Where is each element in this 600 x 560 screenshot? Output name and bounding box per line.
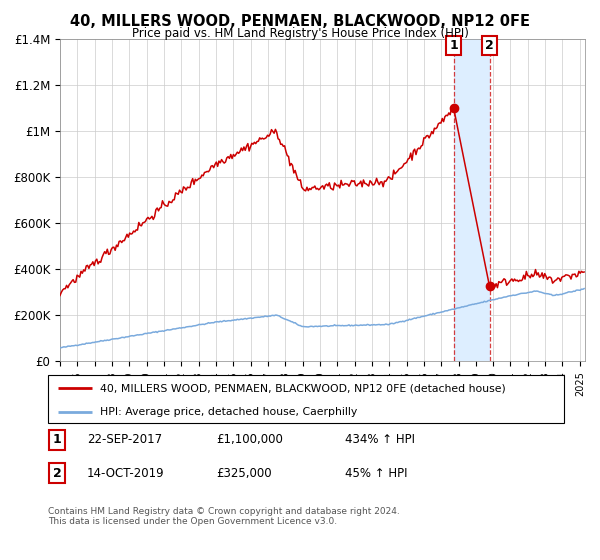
Text: 2: 2 bbox=[53, 466, 61, 480]
Text: 1: 1 bbox=[449, 39, 458, 52]
Text: 45% ↑ HPI: 45% ↑ HPI bbox=[345, 466, 407, 480]
Text: 14-OCT-2019: 14-OCT-2019 bbox=[87, 466, 164, 480]
Text: This data is licensed under the Open Government Licence v3.0.: This data is licensed under the Open Gov… bbox=[48, 517, 337, 526]
Text: Price paid vs. HM Land Registry's House Price Index (HPI): Price paid vs. HM Land Registry's House … bbox=[131, 27, 469, 40]
Text: Contains HM Land Registry data © Crown copyright and database right 2024.: Contains HM Land Registry data © Crown c… bbox=[48, 507, 400, 516]
Text: 2: 2 bbox=[485, 39, 494, 52]
Text: 1: 1 bbox=[53, 433, 61, 446]
Text: HPI: Average price, detached house, Caerphilly: HPI: Average price, detached house, Caer… bbox=[100, 407, 357, 417]
Text: £325,000: £325,000 bbox=[216, 466, 272, 480]
Text: 434% ↑ HPI: 434% ↑ HPI bbox=[345, 433, 415, 446]
Text: 40, MILLERS WOOD, PENMAEN, BLACKWOOD, NP12 0FE: 40, MILLERS WOOD, PENMAEN, BLACKWOOD, NP… bbox=[70, 14, 530, 29]
Text: 40, MILLERS WOOD, PENMAEN, BLACKWOOD, NP12 0FE (detached house): 40, MILLERS WOOD, PENMAEN, BLACKWOOD, NP… bbox=[100, 383, 505, 393]
Text: £1,100,000: £1,100,000 bbox=[216, 433, 283, 446]
FancyBboxPatch shape bbox=[48, 375, 564, 423]
Text: 22-SEP-2017: 22-SEP-2017 bbox=[87, 433, 162, 446]
Bar bbox=[454, 39, 490, 361]
